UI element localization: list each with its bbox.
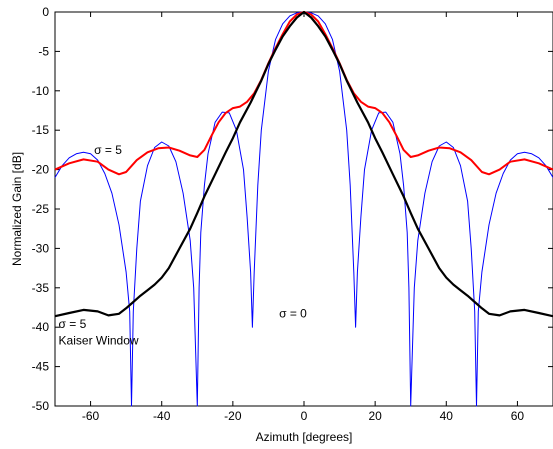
y-tick-label: -5 — [38, 44, 49, 58]
series-line-3 — [54, 10, 553, 318]
y-axis-label: Normalized Gain [dB] — [10, 152, 24, 266]
x-tick-label: 0 — [301, 409, 308, 423]
annotation-label: σ = 5 — [94, 143, 122, 157]
tick-labels: -60 -40 -20 0 20 40 60 0 -5 -10 -15 -20 -25 -30 -35 -40… — [32, 5, 525, 423]
plot-area — [54, 11, 553, 407]
x-tick-label: 20 — [368, 409, 382, 423]
annotation-label: σ = 5 — [59, 317, 87, 331]
annotation-label: σ = 0 — [279, 307, 307, 321]
y-tick-label: -10 — [32, 84, 50, 98]
y-tick-label: 0 — [42, 5, 49, 19]
annotations: σ = 5 σ = 0 σ = 5 Kaiser Window — [59, 143, 308, 348]
annotation-label: Kaiser Window — [59, 334, 139, 348]
y-tick-label: -20 — [32, 163, 50, 177]
x-tick-label: 40 — [440, 409, 454, 423]
y-tick-label: -35 — [32, 281, 50, 295]
x-tick-label: 60 — [511, 409, 525, 423]
y-tick-label: -15 — [32, 123, 50, 137]
y-tick-label: -50 — [32, 399, 50, 413]
x-tick-label: -40 — [153, 409, 171, 423]
y-tick-label: -30 — [32, 241, 50, 255]
x-tick-label: -60 — [82, 409, 100, 423]
x-tick-label: -20 — [224, 409, 242, 423]
y-tick-label: -45 — [32, 360, 50, 374]
series-group — [54, 10, 553, 407]
x-axis-label: Azimuth [degrees] — [256, 430, 353, 444]
y-tick-label: -25 — [32, 202, 50, 216]
y-tick-label: -40 — [32, 320, 50, 334]
